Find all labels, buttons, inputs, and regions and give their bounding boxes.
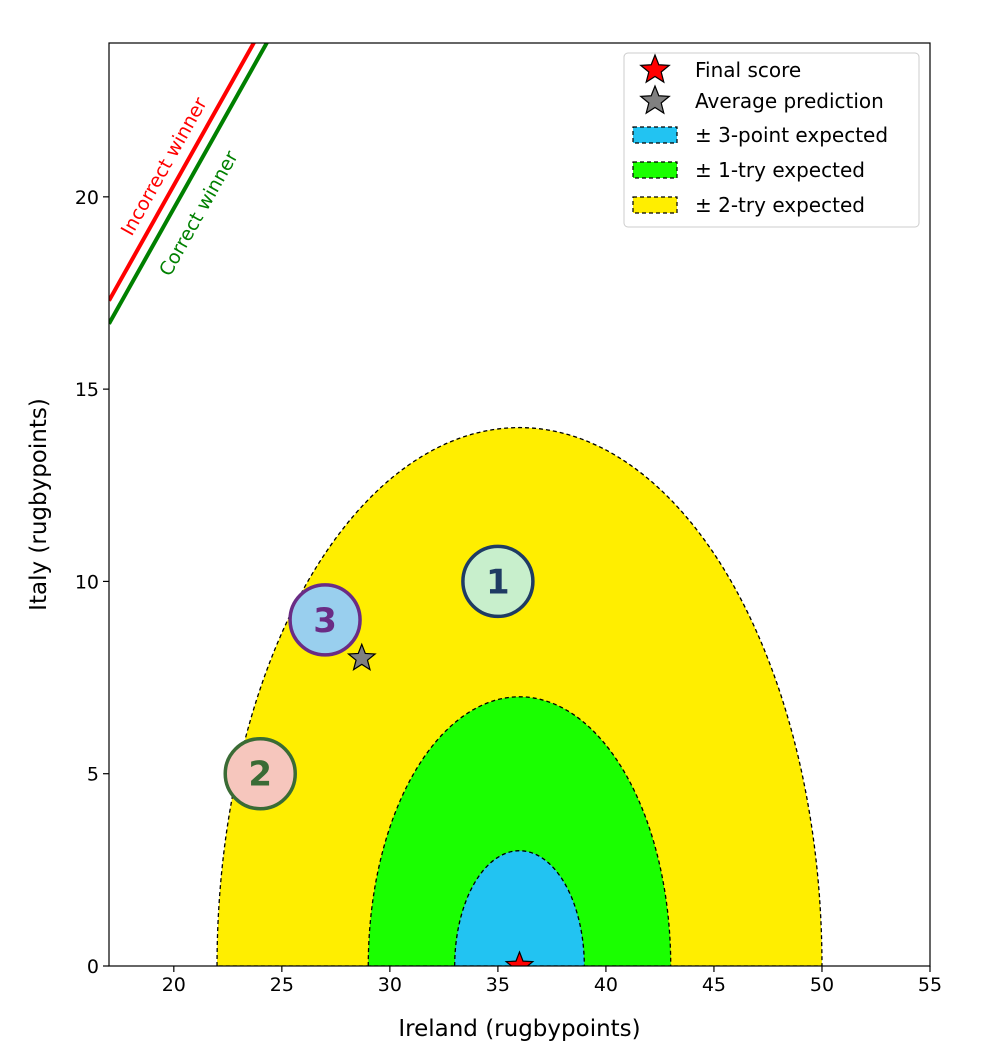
y-tick-label: 15 (75, 379, 99, 401)
legend-final-score-marker (639, 53, 671, 84)
x-tick-label: 35 (486, 974, 510, 996)
plot-frame (108, 42, 931, 967)
region-3 (454, 850, 585, 966)
legend-final-score-label: Final score (695, 58, 801, 82)
legend-box (623, 52, 920, 228)
y-tick-label: 0 (87, 956, 99, 978)
legend-2-try-label: ± 2-try expected (695, 193, 865, 217)
legend-average-prediction-label: Average prediction (695, 89, 884, 113)
x-tick-label: 50 (810, 974, 834, 996)
y-tick-label: 5 (87, 764, 99, 786)
x-axis-label: Ireland (rugbypoints) (398, 1016, 640, 1042)
y-axis-label: Italy (rugbypoints) (26, 398, 52, 611)
prediction-2-label: 2 (248, 755, 272, 795)
incorrect-winner-line (109, 43, 257, 302)
prediction-3-label: 3 (313, 601, 337, 641)
prediction-2-circle (223, 736, 297, 811)
x-tick-label: 55 (918, 974, 942, 996)
x-tick-label: 45 (702, 974, 726, 996)
x-tick-label: 20 (162, 974, 186, 996)
prediction-3-circle (288, 583, 362, 657)
legend-1-try-label: ± 1-try expected (695, 158, 865, 182)
x-tick-label: 30 (378, 974, 402, 996)
average-prediction-star (346, 642, 377, 672)
legend-1-try-patch (632, 161, 678, 179)
legend-2-try-patch (632, 196, 678, 214)
x-tick-label: 40 (594, 974, 618, 996)
prediction-1-circle (461, 544, 535, 619)
region-7 (367, 696, 672, 966)
y-tick-label: 20 (75, 187, 99, 209)
legend-3-point-label: ± 3-point expected (695, 123, 888, 147)
correct-winner-line (109, 43, 270, 325)
final-score-star (504, 950, 535, 966)
legend-3-point-patch (632, 126, 678, 144)
x-tick-label: 25 (270, 974, 294, 996)
legend: Final score Average prediction ± 3-point e… (623, 52, 920, 228)
prediction-1-label: 1 (486, 562, 510, 602)
y-tick-label: 10 (75, 571, 99, 593)
legend-average-prediction-marker (639, 84, 671, 115)
